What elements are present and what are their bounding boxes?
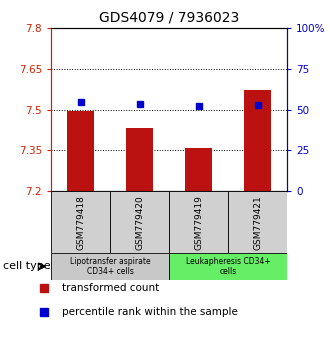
Text: GSM779418: GSM779418 [76, 195, 85, 250]
Text: transformed count: transformed count [62, 283, 159, 293]
Bar [51, 253, 169, 280]
Text: GSM779421: GSM779421 [253, 195, 262, 250]
Title: GDS4079 / 7936023: GDS4079 / 7936023 [99, 10, 239, 24]
Text: Lipotransfer aspirate
CD34+ cells: Lipotransfer aspirate CD34+ cells [70, 257, 150, 276]
Text: Leukapheresis CD34+
cells: Leukapheresis CD34+ cells [186, 257, 271, 276]
Text: cell type: cell type [3, 261, 51, 272]
Bar [67, 110, 94, 191]
Text: GSM779420: GSM779420 [135, 195, 144, 250]
Bar [51, 191, 110, 253]
Bar [228, 191, 287, 253]
Text: percentile rank within the sample: percentile rank within the sample [62, 307, 238, 316]
Bar [169, 191, 228, 253]
Bar [110, 191, 169, 253]
Bar [169, 253, 287, 280]
Text: GSM779419: GSM779419 [194, 195, 203, 250]
Bar [244, 90, 271, 191]
Bar [126, 128, 153, 191]
Bar [185, 148, 212, 191]
